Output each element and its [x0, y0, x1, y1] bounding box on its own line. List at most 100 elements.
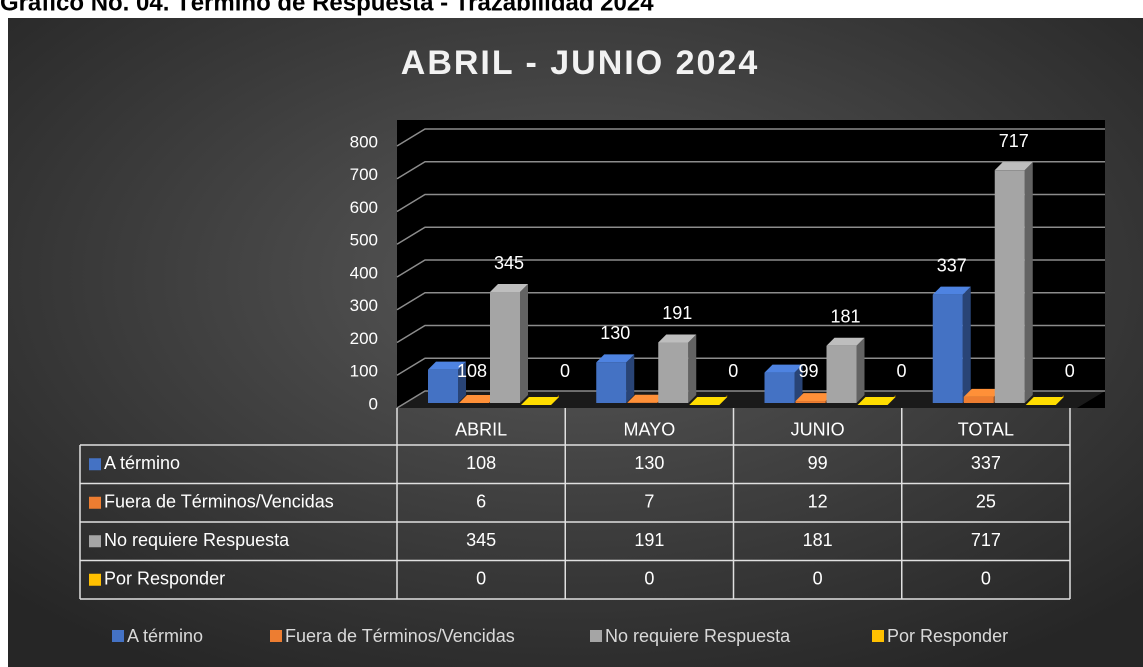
grid-line	[396, 226, 1105, 245]
bar-side	[856, 337, 865, 403]
grid-line	[396, 390, 1105, 409]
data-label: 337	[937, 255, 967, 275]
bar	[428, 369, 458, 403]
legend-label: Por Responder	[887, 626, 1008, 646]
bar	[826, 345, 857, 403]
grid-line	[396, 128, 1105, 147]
bar-top	[596, 354, 635, 363]
bar-top	[521, 397, 559, 405]
grid-line	[396, 324, 1105, 344]
y-tick-label: 300	[350, 296, 378, 315]
table-cell: 0	[476, 569, 486, 589]
y-tick-label: 700	[350, 165, 378, 184]
data-label: 0	[560, 361, 570, 381]
table-cell: 0	[644, 569, 654, 589]
bar-top	[658, 334, 697, 343]
bar	[795, 401, 826, 403]
bar-top	[490, 284, 528, 293]
bar-top	[963, 388, 1002, 397]
table-row-label: No requiere Respuesta	[104, 530, 290, 550]
legend-label: A término	[127, 626, 203, 646]
table-legend-key	[89, 496, 101, 509]
grid-line	[396, 161, 1105, 180]
bar	[932, 294, 963, 403]
grid-line	[396, 193, 1105, 213]
legend-key	[270, 630, 282, 642]
table-legend-key	[89, 535, 101, 548]
bar-side	[626, 354, 635, 403]
data-label: 345	[494, 253, 524, 273]
table-cell: 717	[971, 530, 1001, 550]
legend-key	[872, 630, 884, 642]
table-row-label: Por Responder	[104, 569, 225, 589]
data-label: 181	[830, 306, 860, 326]
table-legend-key	[89, 458, 101, 471]
x-tick-label: MAYO	[624, 419, 676, 439]
y-tick-label: 600	[350, 198, 378, 217]
y-tick-label: 0	[369, 394, 378, 413]
legend-key	[590, 630, 602, 642]
table-row-label: A término	[104, 453, 180, 473]
data-label: 99	[798, 361, 818, 381]
y-tick-label: 100	[350, 362, 378, 381]
bar-top	[689, 397, 728, 405]
y-tick-label: 200	[350, 329, 378, 348]
bar-top	[795, 393, 834, 402]
table-row-label: Fuera de Términos/Vencidas	[104, 492, 334, 512]
table-cell: 6	[476, 492, 486, 512]
y-tick-label: 500	[350, 231, 378, 250]
grid-line	[396, 357, 1105, 376]
x-tick-label: ABRIL	[455, 419, 507, 439]
data-label: 108	[457, 361, 487, 381]
bar-side	[794, 364, 803, 403]
table-cell: 191	[634, 530, 664, 550]
bar-top	[627, 394, 666, 403]
bar	[764, 372, 795, 403]
legend-key	[112, 630, 124, 642]
legend-label: No requiere Respuesta	[605, 626, 791, 646]
table-cell: 345	[466, 530, 496, 550]
y-tick-label: 800	[350, 132, 378, 151]
data-label: 0	[896, 361, 906, 381]
bar	[963, 396, 994, 403]
bar-top	[459, 395, 497, 404]
bar	[994, 170, 1025, 403]
data-label: 0	[1065, 361, 1075, 381]
data-label: 717	[999, 131, 1029, 151]
x-tick-label: TOTAL	[958, 419, 1014, 439]
table-cell: 7	[644, 492, 654, 512]
table-cell: 99	[808, 453, 828, 473]
table-cell: 12	[808, 492, 828, 512]
table-cell: 25	[976, 492, 996, 512]
table-cell: 181	[803, 530, 833, 550]
bar-side	[962, 286, 971, 403]
bar-side	[520, 284, 528, 403]
bar-top	[764, 364, 803, 373]
grid-line	[396, 259, 1105, 278]
bar-top	[1025, 397, 1064, 405]
bar	[596, 362, 627, 403]
bar-top	[932, 286, 971, 295]
bar-top	[428, 361, 466, 370]
bar-side	[458, 361, 466, 403]
bar	[490, 292, 520, 403]
table-cell: 130	[634, 453, 664, 473]
data-label: 0	[728, 361, 738, 381]
heading: Gráfico No. 04. Término de Respuesta - T…	[0, 0, 654, 16]
table-cell: 337	[971, 453, 1001, 473]
grid-line	[396, 292, 1105, 311]
data-label: 130	[600, 323, 630, 343]
x-tick-label: JUNIO	[791, 419, 845, 439]
table-cell: 0	[981, 569, 991, 589]
bar-top	[857, 397, 896, 405]
table-legend-key	[89, 573, 101, 586]
bar-top	[994, 162, 1033, 171]
data-label: 191	[662, 303, 692, 323]
bar	[658, 342, 689, 403]
floor	[397, 391, 1105, 408]
bar-top	[826, 337, 865, 346]
table-cell: 0	[813, 569, 823, 589]
bar-side	[688, 334, 697, 403]
y-tick-label: 400	[350, 263, 378, 282]
